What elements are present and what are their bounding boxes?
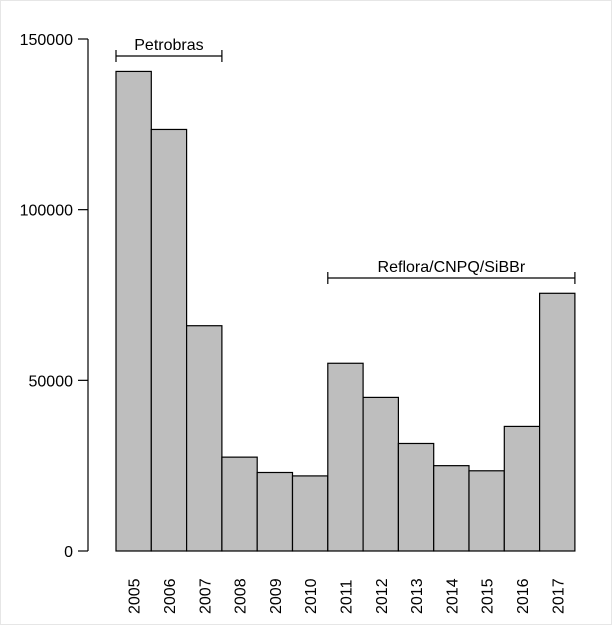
x-tick-label-2005: 2005 [127, 578, 144, 614]
y-axis: 0 50000 100000 150000 [20, 32, 89, 561]
bar-2017 [538, 292, 576, 552]
bar-2006 [150, 128, 188, 552]
bars-layer [115, 70, 576, 552]
x-tick-label-2009: 2009 [268, 578, 285, 614]
y-tick-label-0: 0 [64, 544, 73, 561]
annotation-label-0: Petrobras [134, 37, 203, 54]
bar-2012 [362, 396, 400, 552]
bar-2005 [115, 70, 152, 552]
x-tick-label-2017: 2017 [550, 578, 567, 614]
bar-2013 [397, 442, 435, 552]
annotation-bracket-1: Reflora/CNPQ/SiBBr [327, 259, 576, 284]
x-tick-label-2010: 2010 [303, 578, 320, 614]
x-tick-label-2013: 2013 [409, 578, 426, 614]
x-tick-label-2016: 2016 [515, 578, 532, 614]
annotations: Petrobras Reflora/CNPQ/SiBBr [115, 37, 576, 284]
bar-2009 [256, 471, 294, 552]
bar-2010 [291, 475, 329, 552]
x-tick-label-2014: 2014 [444, 578, 461, 614]
bar-2008 [221, 456, 258, 552]
annotation-label-1: Reflora/CNPQ/SiBBr [378, 259, 526, 276]
x-tick-label-2012: 2012 [374, 578, 391, 614]
bar-2011 [327, 362, 364, 552]
x-tick-label-2008: 2008 [233, 578, 250, 614]
annotation-bracket-0: Petrobras [115, 37, 223, 62]
x-tick-label-2007: 2007 [197, 578, 214, 614]
y-tick-label-100000: 100000 [20, 203, 73, 220]
x-tick-label-2011: 2011 [338, 579, 355, 614]
bar-2014 [433, 465, 470, 552]
x-tick-label-2006: 2006 [162, 578, 179, 614]
bar-2016 [503, 425, 541, 552]
x-axis: 2005 2006 2007 2008 2009 2010 2011 2012 2013 2014… [127, 578, 568, 614]
y-tick-label-150000: 150000 [20, 32, 73, 49]
y-tick-label-50000: 50000 [29, 373, 74, 390]
bar-2007 [186, 325, 223, 552]
bar-2015 [468, 470, 505, 552]
x-tick-label-2015: 2015 [480, 578, 497, 614]
